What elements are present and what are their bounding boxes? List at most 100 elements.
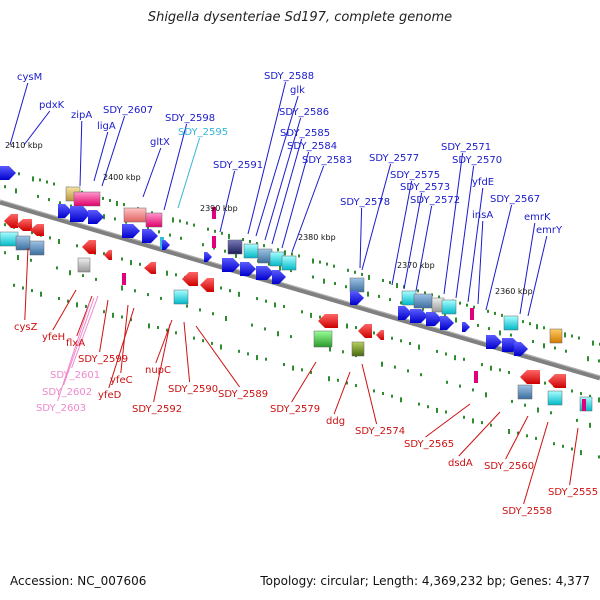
tick-mark [472,388,474,392]
forward-arrow [350,291,364,305]
forward-gene-label: SDY_2583 [302,155,352,166]
tick-mark [283,363,285,366]
tick-mark [522,320,524,324]
tick-mark [323,278,325,284]
tick-mark [378,294,380,298]
tick-mark [193,336,195,340]
tick-mark [409,342,411,345]
forward-gene-label: yfdE [472,177,494,188]
tick-mark [40,291,42,297]
tick-mark [265,299,267,303]
tick-mark [554,346,556,350]
tick-mark [529,322,531,326]
leader-line [93,131,109,182]
leader-line [264,117,302,241]
tick-mark [121,257,123,261]
tick-mark [382,279,384,282]
scale-label: 2370 kbp [397,261,435,270]
gene-box [73,191,101,207]
tick-mark [389,281,391,285]
gene-box [503,315,519,331]
leader-line [79,120,83,187]
forward-gene-label: insA [472,210,493,221]
tick-mark [175,273,177,277]
leader-line [467,187,484,303]
genome-backbone-highlight [0,199,600,377]
gene-box [123,207,147,223]
tick-mark [283,305,285,308]
leader-line [271,138,303,245]
reverse-arrow [548,374,566,388]
forward-gene-label: emrY [536,225,563,236]
tick-mark [103,310,105,314]
tick-mark [18,172,20,176]
leader-line [359,207,363,269]
forward-gene-label: ligA [97,121,116,132]
tick-mark [499,330,501,336]
tick-mark [58,297,60,300]
tick-mark [445,410,447,414]
tick-mark [446,380,448,384]
tick-mark [598,455,600,459]
leader-line [183,321,191,383]
reverse-gene-label: SDY_2590 [168,384,218,395]
reverse-gene-label: SDY_2555 [548,487,598,498]
leader-line [291,361,317,403]
tick-mark [121,285,123,291]
leader-line [23,110,51,146]
tick-mark [169,233,171,237]
reverse-arrow [16,219,32,231]
tick-mark [355,326,357,330]
leader-line [177,137,201,209]
tick-mark [347,268,349,272]
tick-mark [180,236,182,240]
tick-mark [400,339,402,343]
scale-label: 2400 kbp [103,173,141,182]
leader-line [415,205,433,292]
tick-mark [535,436,537,440]
tick-mark [238,349,240,353]
tick-mark [418,402,420,406]
tick-mark [576,418,578,422]
tick-mark [420,373,422,377]
tick-mark [53,182,55,186]
forward-arrow [142,229,158,243]
leader-line [425,403,471,438]
gene-box [227,239,243,255]
tick-mark [427,405,429,409]
forward-arrow [486,335,502,349]
tick-mark [544,381,546,385]
tick-mark [121,315,123,319]
gene-labels: cysM pdxK zipA ligA SDY_2607 gltX SDY_2598 SDY_… [14,71,598,517]
forward-arrow [440,316,454,330]
tick-mark [436,349,438,353]
tick-mark [249,240,251,243]
tick-mark [301,310,303,314]
tick-mark [400,397,402,403]
tick-mark [31,289,33,293]
tick-mark [290,335,292,339]
tick-mark [346,381,348,385]
gene-box [517,384,533,400]
leader-line [458,411,501,457]
leader-line [255,95,299,237]
tick-mark [103,214,105,220]
tick-mark [445,352,447,356]
tick-mark [345,285,347,289]
tick-mark [251,323,253,327]
forward-gene-label: SDY_2591 [213,160,263,171]
tick-mark [355,384,357,388]
tick-mark [264,327,266,331]
tick-mark [592,340,594,346]
tick-mark [166,328,168,332]
tick-mark [342,350,344,354]
gene-box [547,390,563,406]
tick-mark [444,314,446,318]
tick-mark [292,365,294,371]
tick-mark [158,230,160,234]
reverse-gene-label: SDY_2601 [50,370,100,381]
tick-mark [587,356,589,362]
tick-mark [290,269,292,273]
tick-mark [31,231,33,235]
reverse-gene-label: SDY_2574 [355,426,405,437]
